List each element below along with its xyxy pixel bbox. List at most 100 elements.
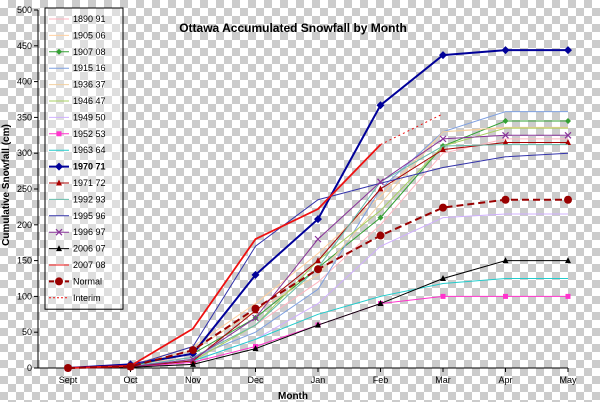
legend-label: 1915 16 [73,63,106,73]
series-line [67,126,568,369]
y-tick-label: 300 [17,148,32,158]
series-line [67,141,568,369]
data-point [190,357,196,364]
data-point [440,275,446,281]
data-point [501,46,510,55]
legend-label: 1907 08 [73,47,106,57]
legend-label: 1996 97 [73,227,106,237]
data-point [564,195,572,204]
legend-label: 1971 72 [73,178,106,188]
data-point [126,362,135,371]
data-point [502,138,509,145]
legend-item: 1995 96 [49,211,106,221]
series-interim [380,113,444,146]
series-line [67,144,568,369]
data-point [439,135,447,143]
series-1907-08 [65,117,571,371]
series-1936-37 [67,126,568,369]
data-point [189,355,197,363]
data-point [315,321,321,328]
series-normal [64,195,572,372]
legend-label: 1995 96 [73,211,106,221]
series-line [67,295,568,369]
legend-label: Interim [73,293,101,303]
series-1992-93 [67,144,568,369]
data-point [56,131,62,137]
data-point [56,179,62,186]
series-line [67,143,382,369]
legend-item: 1971 72 [49,178,106,188]
data-point [56,245,62,252]
data-point [64,364,72,372]
data-point [56,48,62,55]
y-tick-label: 450 [17,41,32,51]
data-point [565,117,571,124]
x-tick-label: Dec [247,375,264,385]
data-point [439,203,447,212]
x-tick-label: Sept [59,375,78,385]
x-tick-label: Mar [435,375,451,385]
legend-item: 1970 71 [49,162,106,172]
series-line [67,127,568,369]
legend-item: 1952 53 [49,129,106,139]
y-tick-label: 350 [17,112,32,122]
data-point [55,162,63,171]
series-line [67,127,568,369]
legend-label: 2006 07 [73,244,106,254]
legend-item: Normal [49,276,102,286]
y-tick-label: 250 [17,184,32,194]
data-point [501,195,510,204]
y-axis-title: Cumulative Snowfall (cm) [1,124,12,246]
legend-label: 1890 91 [73,14,106,24]
data-point [189,346,197,355]
data-point [440,293,446,299]
data-point [377,214,384,221]
series-line [67,198,568,369]
data-point [190,360,196,367]
data-point [252,314,259,322]
legend-item: 1936 37 [49,80,106,90]
legend-label: 1970 71 [73,162,106,172]
data-point [377,185,384,192]
series-line [67,120,568,369]
data-point [314,215,322,224]
x-tick-label: Jan [311,375,326,385]
legend-item: 2006 07 [49,244,106,254]
legend-label: 2007 08 [73,260,106,270]
legend-item: 1996 97 [49,227,106,237]
y-tick-label: 0 [27,363,32,373]
data-point [377,178,384,186]
data-point [565,257,571,264]
legend-item: 1963 64 [49,145,106,155]
legend-item: 1992 93 [49,194,106,204]
legend-label: 1905 06 [73,30,106,40]
series-1905-06 [67,127,568,369]
series-1946-47 [67,127,568,369]
x-tick-label: Apr [498,375,512,385]
data-point [440,146,446,153]
data-point [314,235,322,243]
series-1971-72 [65,138,571,371]
data-point [503,293,508,299]
legend-item: Interim [49,293,101,303]
x-tick-label: Nov [185,375,202,385]
y-tick-label: 200 [17,220,32,230]
legend-item: 1946 47 [49,96,106,106]
data-point [252,345,259,352]
legend-item: 1907 08 [49,47,106,57]
data-point [314,265,322,274]
data-point [55,228,63,236]
series-line [380,113,444,146]
data-point [251,270,260,279]
legend-item: 1890 91 [49,14,106,24]
data-point [565,293,571,299]
data-point [564,46,572,55]
data-point [55,277,63,286]
data-point [439,51,447,60]
legend-item: 1905 06 [49,30,106,40]
legend: 1890 91 1905 06 1907 08 1915 16 1936 37 1946 … [44,7,124,310]
data-point [377,300,384,307]
data-point [376,101,385,110]
legend-label: 1946 47 [73,96,106,106]
